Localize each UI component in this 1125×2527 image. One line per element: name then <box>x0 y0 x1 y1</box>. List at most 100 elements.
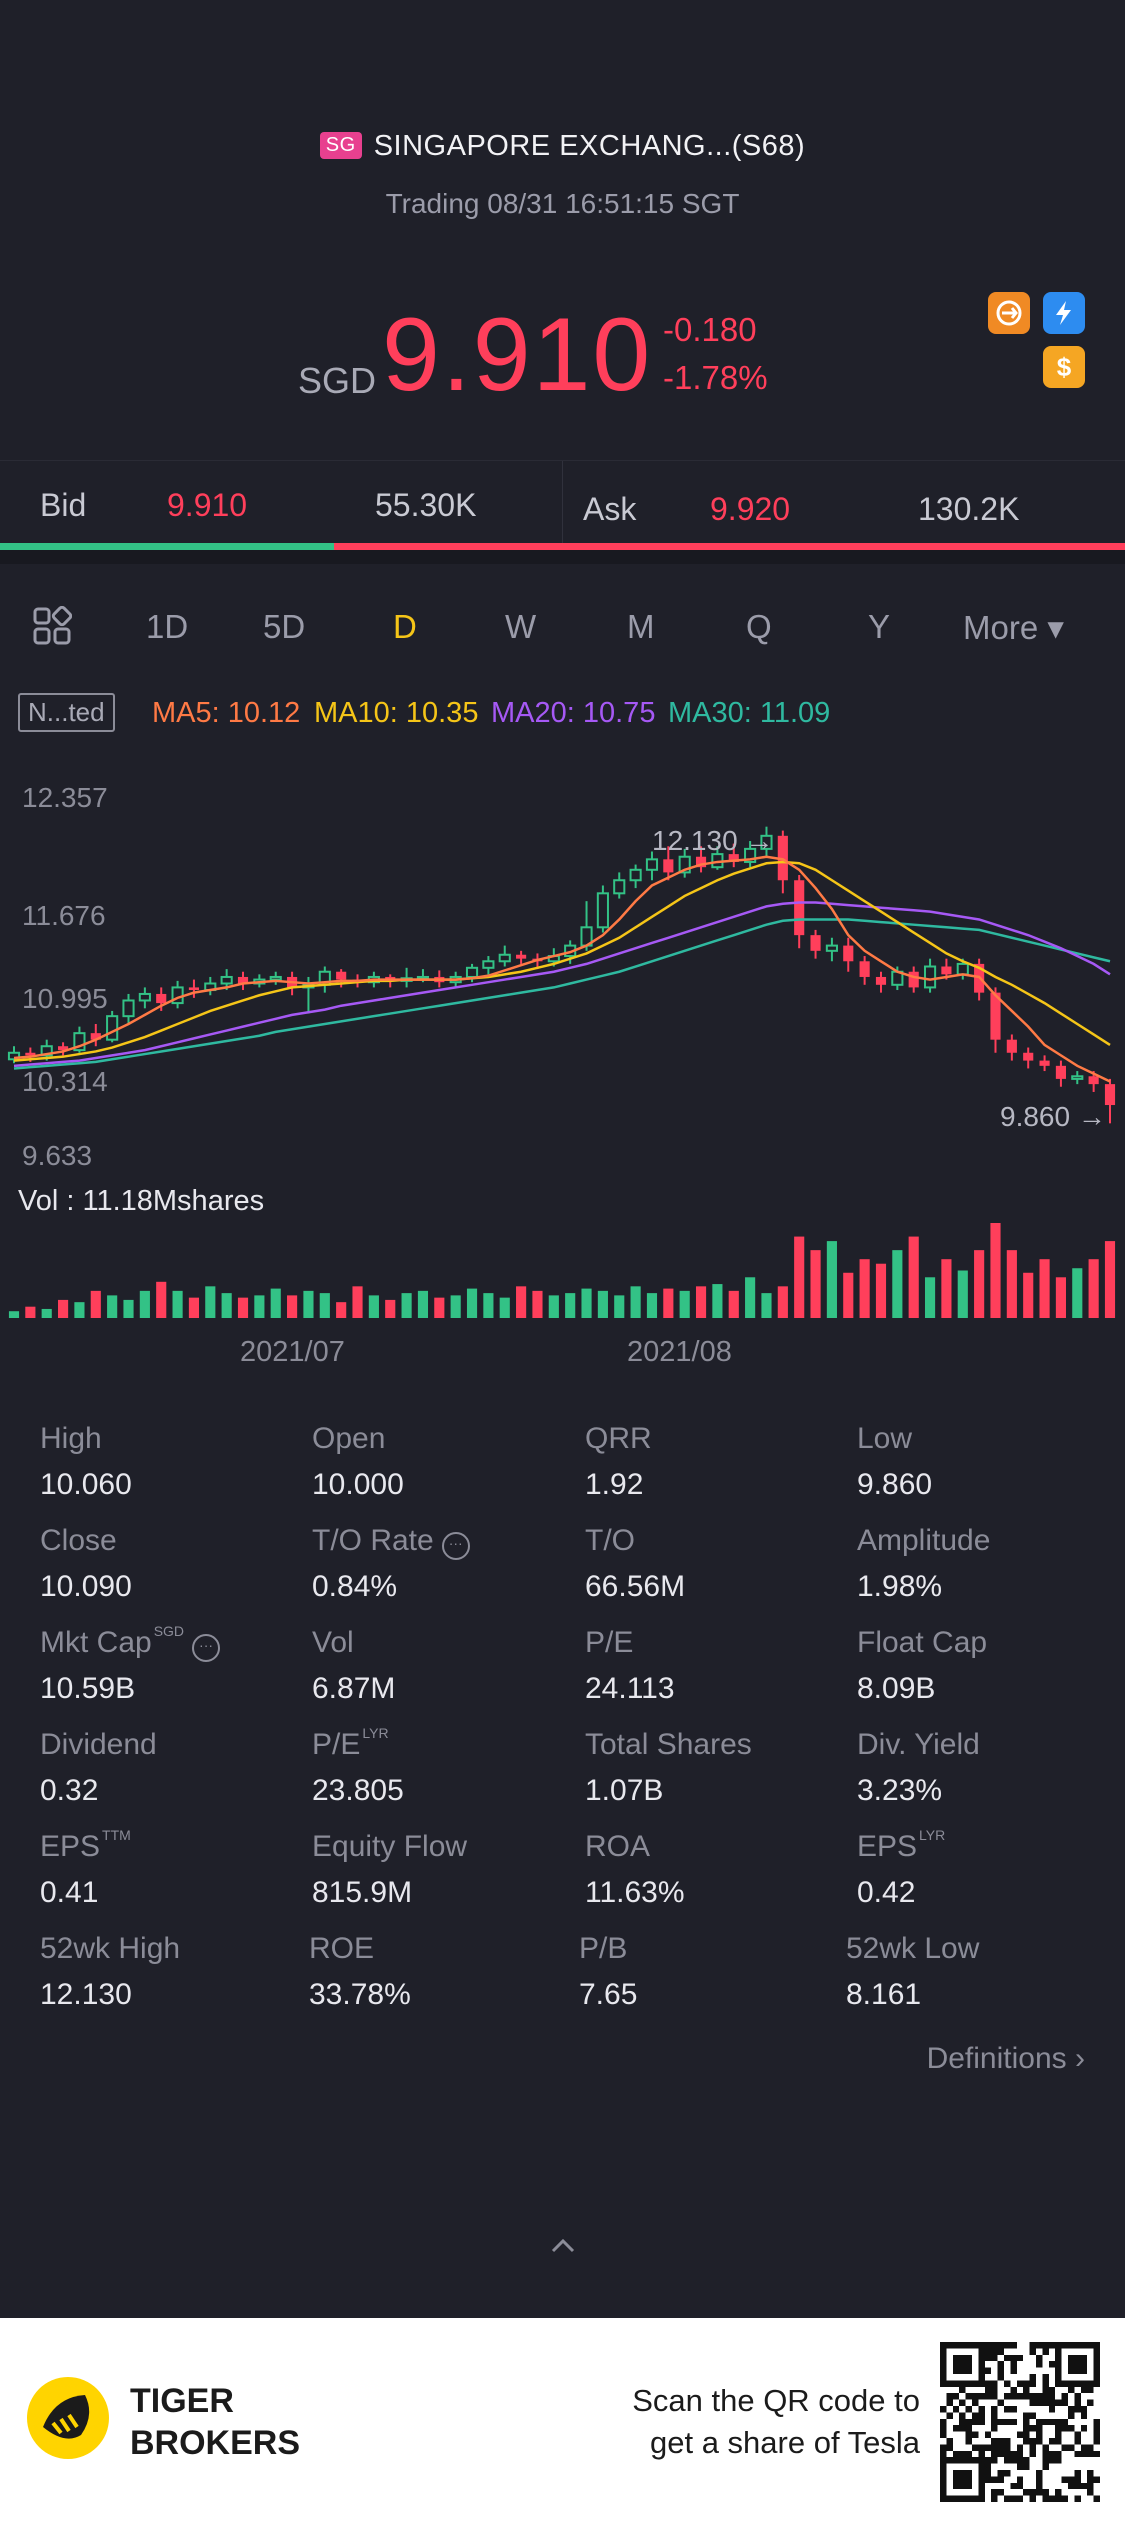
swap-icon[interactable] <box>988 292 1030 334</box>
x-date-label: 2021/07 <box>240 1336 345 1368</box>
qr-module <box>946 2444 953 2451</box>
candle-body <box>728 854 739 862</box>
qr-module <box>991 2495 998 2502</box>
tab-more[interactable]: More ▾ <box>963 609 1064 646</box>
qr-module <box>1068 2482 1075 2490</box>
qr-module <box>946 2438 953 2445</box>
stat-label[interactable]: Mkt Cap SGD ··· <box>40 1623 221 1662</box>
stat-label: P/E <box>585 1626 633 1660</box>
qr-module <box>1055 2450 1062 2458</box>
tab-5d[interactable]: 5D <box>263 608 306 645</box>
qr-module <box>1074 2482 1081 2490</box>
stat-value: 8.09B <box>857 1672 936 1705</box>
volume-bar <box>908 1236 919 1318</box>
qr-module <box>965 2438 972 2445</box>
qr-module <box>1029 2380 1036 2387</box>
candle-body <box>678 855 691 874</box>
dollar-icon[interactable]: $ <box>1043 346 1085 388</box>
ma5-value: MA5: 10.12 <box>152 697 301 729</box>
definitions-link[interactable]: Definitions › <box>927 2042 1085 2076</box>
change-percent: -1.78% <box>663 359 768 396</box>
qr-module <box>952 2354 972 2374</box>
qr-module <box>1023 2412 1030 2419</box>
qr-module <box>1010 2495 1017 2502</box>
qr-module <box>965 2418 972 2426</box>
qr-module <box>997 2450 1004 2458</box>
tab-y[interactable]: Y <box>868 608 891 645</box>
qr-module <box>991 2444 998 2451</box>
stat-superscript: SGD <box>153 1623 185 1639</box>
stat-value: 12.130 <box>40 1978 132 2011</box>
ask-price: 9.920 <box>710 491 791 527</box>
layout-grid-icon[interactable] <box>32 605 73 654</box>
qr-module <box>1016 2393 1024 2400</box>
candle-body <box>613 879 626 895</box>
stat-label: QRR <box>585 1422 652 1456</box>
stat-value: 23.805 <box>312 1774 404 1807</box>
bid-label: Bid <box>40 487 87 523</box>
qr-module <box>972 2418 979 2426</box>
qr-module <box>1048 2386 1056 2394</box>
volume-bar <box>875 1263 887 1318</box>
volume-bar <box>565 1293 576 1318</box>
volume-bar <box>221 1293 232 1318</box>
stat-value: 0.42 <box>857 1876 916 1909</box>
qr-module <box>940 2444 947 2451</box>
qr-module <box>1042 2495 1049 2502</box>
tab-m[interactable]: M <box>627 608 655 645</box>
stat-value: 10.000 <box>312 1468 404 1501</box>
candle-body <box>220 975 233 985</box>
qr-module <box>984 2354 992 2362</box>
qr-module <box>1055 2418 1062 2426</box>
tab-d[interactable]: D <box>393 608 417 645</box>
tab-w[interactable]: W <box>505 608 537 645</box>
qr-module <box>946 2412 953 2419</box>
qr-module <box>1036 2431 1043 2438</box>
qr-module <box>965 2393 972 2400</box>
qr-module <box>1023 2380 1030 2387</box>
stat-label: P/E LYR <box>312 1725 389 1762</box>
qr-module <box>1004 2354 1011 2362</box>
stat-label-text: Amplitude <box>857 1524 991 1557</box>
y-tick-label: 10.995 <box>22 983 108 1014</box>
volume-bar <box>466 1288 478 1318</box>
qr-module <box>1068 2444 1075 2451</box>
qr-module <box>991 2386 998 2394</box>
info-icon[interactable]: ··· <box>441 1532 470 1560</box>
qr-module <box>1042 2348 1049 2355</box>
volume-bar <box>25 1306 36 1318</box>
qr-module <box>1048 2438 1056 2445</box>
tab-q[interactable]: Q <box>746 608 772 645</box>
qr-module <box>1080 2386 1088 2394</box>
low-price-value: 9.860 <box>1000 1101 1071 1132</box>
qr-module <box>991 2342 998 2349</box>
stat-value: 1.07B <box>585 1774 664 1807</box>
stat-label-text: T/O <box>585 1524 635 1557</box>
stat-label: Low <box>857 1422 912 1456</box>
tab-1d[interactable]: 1D <box>146 608 189 645</box>
stat-label[interactable]: T/O Rate ··· <box>312 1524 470 1560</box>
volume-bar <box>745 1277 756 1318</box>
flash-icon[interactable] <box>1043 292 1085 334</box>
stat-label-text: T/O Rate <box>312 1524 434 1557</box>
candlestick-chart[interactable] <box>0 770 1125 1170</box>
qr-module <box>978 2418 985 2426</box>
stat-label: Equity Flow <box>312 1830 467 1864</box>
volume-bar <box>777 1286 788 1318</box>
volume-bar <box>728 1290 739 1318</box>
indicator-tag[interactable]: N...ted <box>18 693 115 732</box>
volume-bar <box>483 1293 494 1318</box>
qr-module <box>984 2457 992 2464</box>
qr-module <box>1029 2412 1036 2419</box>
volume-bar <box>74 1302 85 1318</box>
info-icon[interactable]: ··· <box>192 1634 221 1662</box>
candle-body <box>58 1046 69 1051</box>
candle-body <box>73 1032 86 1052</box>
qr-module <box>1093 2450 1100 2458</box>
qr-module <box>959 2399 966 2406</box>
qr-module <box>1029 2444 1036 2451</box>
chevron-up-icon[interactable] <box>550 2238 576 2254</box>
qr-module <box>1036 2361 1043 2368</box>
volume-bar <box>254 1295 265 1318</box>
qr-module <box>959 2450 966 2458</box>
